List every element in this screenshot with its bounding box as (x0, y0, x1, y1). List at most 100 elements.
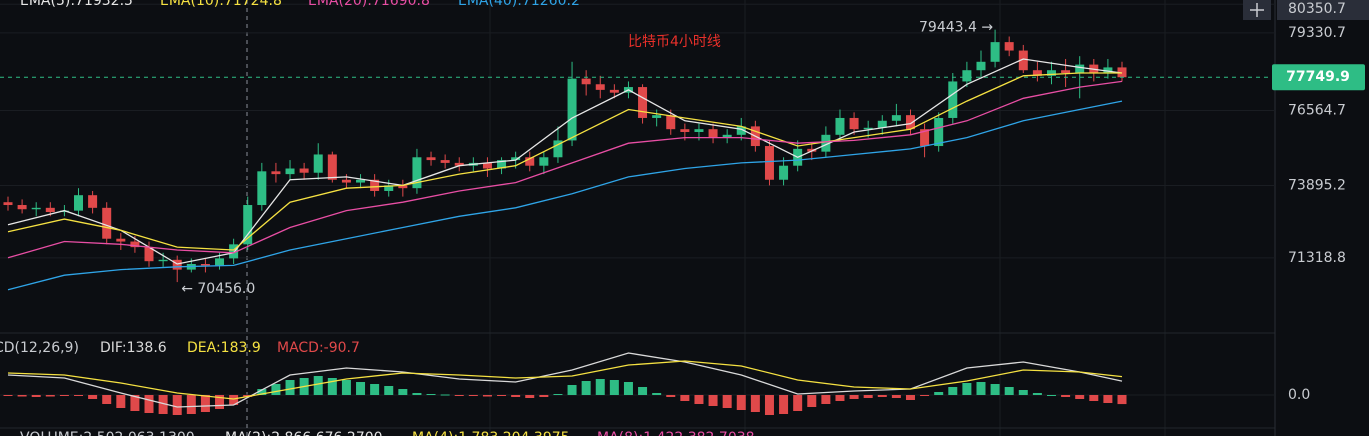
series-line (7, 100, 1123, 291)
volume-legend: MA(4):1,783,204.3975 (412, 430, 570, 436)
last-price-label: 77749.9 (1286, 69, 1350, 85)
candle-body (835, 117, 845, 135)
macd-bar (934, 392, 944, 395)
series-line (7, 352, 1123, 408)
macd-bar (849, 395, 859, 399)
candle-body (1117, 67, 1127, 78)
macd-bar (807, 395, 817, 407)
macd-bar (158, 395, 168, 414)
macd-bar (694, 395, 704, 404)
candle-body (31, 207, 41, 210)
macd-bar (412, 393, 422, 395)
macd-bar (638, 387, 648, 395)
candle-body (88, 195, 98, 208)
macd-bar (144, 395, 154, 413)
macd-bar (271, 384, 281, 395)
macd-bar (511, 395, 521, 397)
macd-bar (708, 395, 718, 406)
macd-bar (384, 386, 394, 395)
macd-bar (468, 395, 478, 396)
candle-body (398, 185, 408, 189)
candle-body (59, 210, 69, 213)
macd-bar (1018, 390, 1028, 395)
candle-body (821, 134, 831, 152)
macd-bar (285, 380, 295, 395)
candle-body (877, 120, 887, 128)
candle-body (764, 146, 774, 180)
add-icon[interactable] (1250, 3, 1264, 17)
macd-bar (172, 395, 182, 415)
candle-body (17, 205, 27, 210)
y-tick-label: 0.0 (1288, 387, 1310, 403)
candle-body (412, 157, 422, 189)
macd-bar (1046, 395, 1056, 396)
candle-body (976, 61, 986, 71)
macd-bar (17, 395, 27, 397)
chart-title: 比特币4小时线 (628, 34, 721, 50)
macd-bar (341, 380, 351, 395)
candle-body (567, 78, 577, 141)
macd-bar (186, 395, 196, 414)
candle-body (327, 154, 337, 180)
candle-body (694, 129, 704, 132)
high-annotation: 79443.4 → (919, 20, 993, 36)
macd-bar (398, 389, 408, 395)
y-tick-label: 73895.2 (1288, 177, 1346, 193)
candle-body (243, 205, 253, 245)
y-tick-label: 80350.7 (1288, 1, 1346, 17)
candle-body (229, 244, 239, 259)
last-price-tag (1272, 64, 1365, 91)
candle-body (736, 126, 746, 135)
macd-bar (1103, 395, 1113, 403)
low-annotation: ← 70456.0 (181, 281, 255, 297)
candle-body (595, 84, 605, 90)
macd-bar (497, 395, 507, 396)
candle-body (440, 160, 450, 163)
candle-body (1075, 64, 1085, 74)
volume-legend: VOLUME:2,502,063.1300 (20, 430, 195, 436)
candle-body (3, 202, 13, 206)
volume-legend: MA(2):2,866,676.2700 (225, 430, 383, 436)
legend-label: DEA:183.9 (187, 340, 261, 356)
candle-body (1032, 70, 1042, 76)
candle-body (45, 207, 55, 213)
macd-bar (680, 395, 690, 401)
macd-bar (779, 395, 789, 414)
macd-bar (59, 395, 69, 396)
legend-label: MACD:-90.7 (277, 340, 360, 356)
macd-bar (764, 395, 774, 415)
candle-body (849, 117, 859, 130)
y-tick-label: 71318.8 (1288, 250, 1346, 266)
macd-bar (1004, 387, 1014, 395)
macd-bar (962, 383, 972, 395)
macd-bar (327, 378, 337, 395)
series-line (7, 80, 1123, 259)
candle-body (257, 171, 267, 206)
candle-body (1004, 42, 1014, 51)
candle-body (891, 115, 901, 121)
legend-label: EMA(5):71932.5 (20, 0, 133, 9)
candle-body (1018, 50, 1028, 71)
macd-bar (750, 395, 760, 412)
macd-bar (74, 395, 84, 396)
macd-bar (454, 395, 464, 396)
macd-bar (581, 381, 591, 395)
macd-bar (1117, 395, 1127, 405)
macd-bar (1089, 395, 1099, 401)
macd-bar (200, 395, 210, 412)
candle-body (1046, 70, 1056, 76)
candle-body (553, 140, 563, 158)
candle-body (102, 207, 112, 239)
macd-bar (976, 382, 986, 395)
macd-bar (891, 395, 901, 398)
macd-bar (482, 395, 492, 397)
candle-body (525, 157, 535, 166)
candle-body (356, 179, 366, 183)
macd-bar (948, 387, 958, 395)
macd-bar (863, 395, 873, 398)
macd-bar (426, 394, 436, 395)
candle-body (1061, 70, 1071, 74)
macd-bar (215, 395, 225, 409)
legend-label: EMA(40):71260.2 (458, 0, 580, 9)
